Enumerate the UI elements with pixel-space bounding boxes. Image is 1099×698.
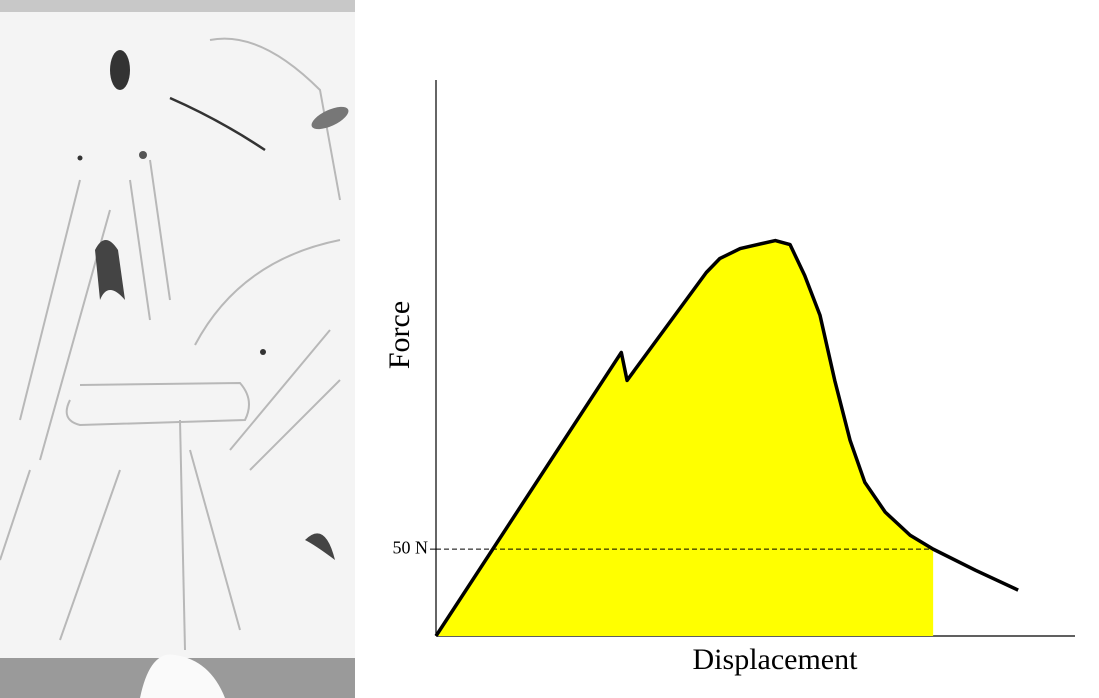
- filled-area: [436, 240, 934, 637]
- y-axis-label: Force: [383, 301, 416, 369]
- y-tick-label: 50 N: [393, 537, 429, 557]
- curve: [434, 238, 1019, 637]
- micrograph: [0, 0, 355, 698]
- x-axis-label: Displacement: [693, 643, 859, 676]
